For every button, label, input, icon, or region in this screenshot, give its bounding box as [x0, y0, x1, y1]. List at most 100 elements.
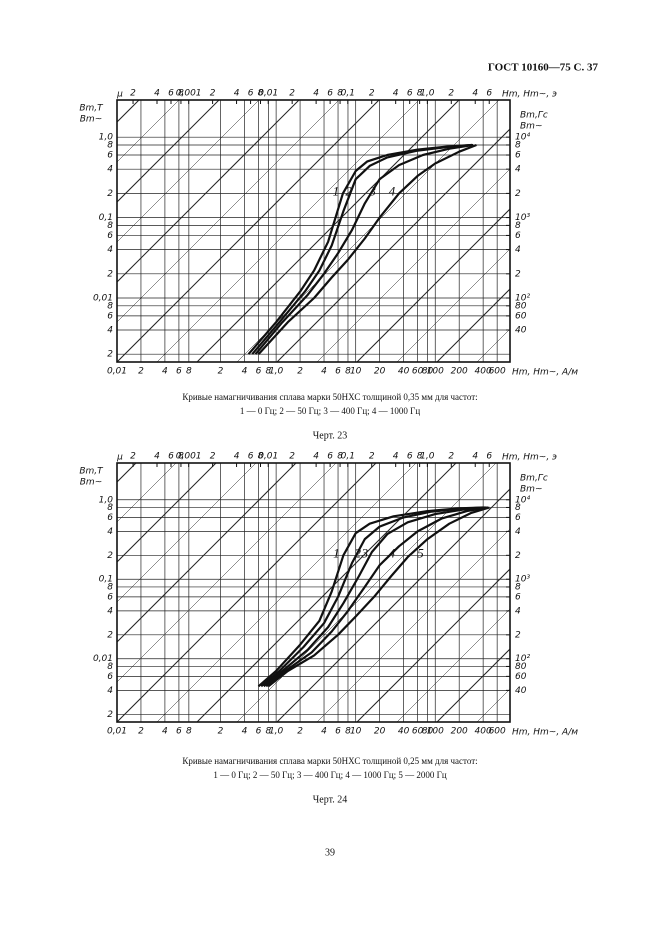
x-tick-label: 40 — [398, 367, 410, 377]
mu-line — [396, 248, 510, 362]
x2-tick-label: 0,01 — [258, 89, 278, 99]
plot-frame — [116, 462, 511, 723]
x2-axis-label: Hm, Hm~, э — [502, 90, 557, 100]
y2-axis-label: Bm,Гс — [520, 474, 548, 484]
mu-line — [117, 463, 257, 603]
mu-line — [436, 288, 510, 362]
figure-label: Черт. 24 — [313, 794, 347, 805]
plot-area — [117, 100, 510, 362]
x-tick-label: 0,01 — [107, 367, 127, 377]
x-tick-label: 8 — [266, 727, 272, 737]
x2-tick-label: 4 — [234, 89, 240, 99]
x2-tick-label: 0,1 — [341, 89, 355, 99]
figure-caption: 1 — 0 Гц; 2 — 50 Гц; 3 — 400 Гц; 4 — 100… — [213, 770, 447, 780]
curve-label: 1 — [333, 183, 340, 198]
x2-tick-label: 4 — [393, 89, 399, 99]
y-tick-label: 0,01 — [93, 294, 113, 304]
y-tick-label: 2 — [107, 269, 113, 279]
x-tick-label: 10 — [350, 367, 362, 377]
x-tick-label: 6 — [335, 727, 341, 737]
y-tick-label: 4 — [107, 245, 113, 255]
x-tick-label: 600 — [489, 367, 506, 377]
y-tick-label: 8 — [107, 582, 113, 592]
x2-tick-label: 4 — [154, 89, 160, 99]
mu-label: μ — [116, 90, 123, 100]
mu-line — [117, 463, 177, 523]
mu-line — [117, 100, 380, 362]
y-tick-label: 8 — [107, 503, 113, 513]
x2-tick-label: 4 — [472, 452, 478, 462]
y2-tick-label: 2 — [515, 189, 521, 199]
y2-tick-label: 10³ — [515, 575, 530, 585]
mu-line — [117, 100, 180, 163]
mu-line — [276, 128, 510, 362]
mu-label: μ — [116, 453, 123, 463]
mu-line — [196, 100, 460, 362]
mu-line — [236, 463, 497, 722]
x2-tick-label: 8 — [258, 452, 264, 462]
y-axis-label: Bm,T — [79, 467, 104, 477]
x2-tick-label: 8 — [258, 89, 264, 99]
mu-line — [276, 488, 510, 722]
y2-tick-label: 60 — [515, 311, 527, 321]
x2-tick-label: 2 — [130, 89, 136, 99]
mu-line — [117, 463, 217, 563]
x2-tick-label: 1,0 — [420, 452, 435, 462]
mu-line — [117, 463, 337, 683]
curve-label: 4 — [389, 183, 396, 198]
y-tick-label: 8 — [107, 301, 113, 311]
y2-tick-label: 6 — [515, 592, 521, 602]
x-tick-label: 0,01 — [107, 727, 127, 737]
y2-tick-label: 10² — [515, 294, 530, 304]
x2-tick-label: 0,1 — [341, 452, 355, 462]
mu-line — [156, 463, 417, 722]
curve — [254, 143, 474, 355]
page-header: ГОСТ 10160—75 С. 37 — [488, 62, 599, 74]
y-tick-label: 2 — [107, 630, 113, 640]
x2-tick-label: 6 — [407, 89, 413, 99]
x2-tick-label: 4 — [313, 89, 319, 99]
y-tick-label: 2 — [107, 710, 113, 720]
curve — [257, 143, 477, 355]
x-tick-label: 80 — [422, 367, 434, 377]
x2-tick-label: 2 — [448, 452, 454, 462]
x-tick-label: 4 — [321, 367, 327, 377]
y2-tick-label: 2 — [515, 551, 521, 561]
mu-line — [436, 648, 510, 722]
mu-line — [117, 100, 340, 323]
x-tick-label: 200 — [451, 727, 468, 737]
curve-label: 5 — [417, 545, 424, 560]
x-tick-label: 10 — [350, 727, 362, 737]
y2-tick-label: 40 — [515, 686, 527, 696]
x2-tick-label: 4 — [393, 452, 399, 462]
x-tick-label: 200 — [451, 367, 468, 377]
y2-tick-label: 4 — [515, 165, 521, 175]
x2-tick-label: 8 — [337, 89, 343, 99]
y2-tick-label: 8 — [515, 503, 521, 513]
x-tick-label: 20 — [374, 367, 386, 377]
x-tick-label: 60 — [412, 367, 424, 377]
x-tick-label: 2 — [297, 727, 303, 737]
figure-caption: Кривые намагничивания сплава марки 50НХС… — [182, 756, 477, 766]
y-tick-label: 4 — [107, 686, 113, 696]
x2-tick-label: 1,0 — [420, 89, 435, 99]
y-tick-label: 6 — [107, 592, 113, 602]
y2-tick-label: 6 — [515, 151, 521, 161]
y2-tick-label: 4 — [515, 527, 521, 537]
x-tick-label: 8 — [345, 367, 351, 377]
x-tick-label: 6 — [256, 367, 262, 377]
x2-tick-label: 2 — [369, 452, 375, 462]
x-tick-label: 2 — [138, 367, 144, 377]
x-tick-label: 1,0 — [269, 367, 284, 377]
y2-tick-label: 80 — [515, 301, 527, 311]
mu-line — [156, 100, 420, 362]
x-tick-label: 100 — [427, 367, 444, 377]
mu-line — [356, 208, 510, 362]
y-tick-label: 0,1 — [99, 213, 113, 223]
curve-label: 4 — [389, 545, 396, 560]
x2-tick-label: 6 — [486, 452, 492, 462]
y-tick-label: 8 — [107, 140, 113, 150]
y-tick-label: 0,1 — [99, 575, 113, 585]
x-tick-label: 8 — [186, 727, 192, 737]
x2-tick-label: 2 — [210, 89, 216, 99]
